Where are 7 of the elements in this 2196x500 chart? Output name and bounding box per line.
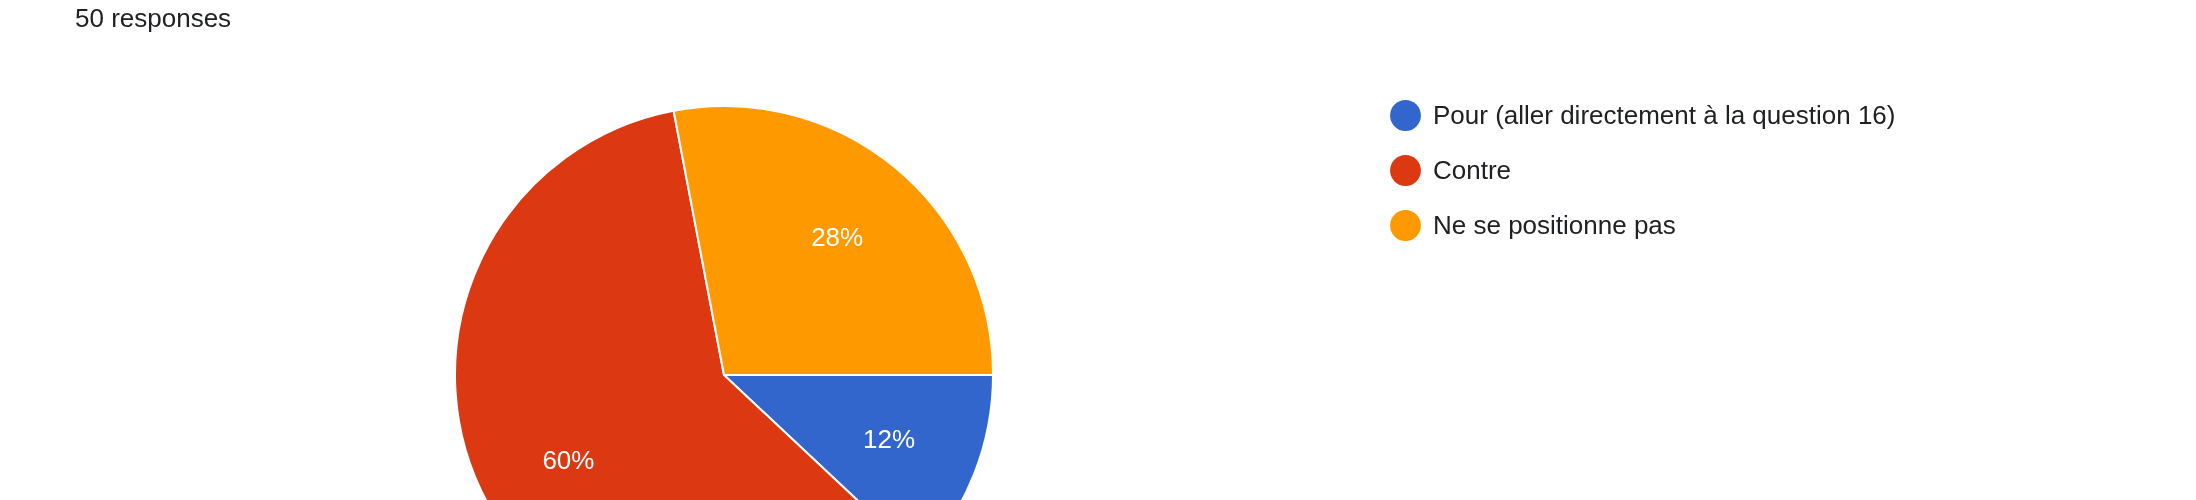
data-label: 12% bbox=[863, 424, 916, 455]
legend-label: Ne se positionne pas bbox=[1433, 209, 1676, 240]
data-label: 28% bbox=[811, 222, 864, 253]
data-label: 60% bbox=[542, 444, 595, 475]
text: 50 responses bbox=[75, 3, 232, 33]
legend-label: Contre bbox=[1433, 154, 1512, 185]
legend-label: Pour (aller directement à la question 16) bbox=[1433, 99, 1896, 130]
